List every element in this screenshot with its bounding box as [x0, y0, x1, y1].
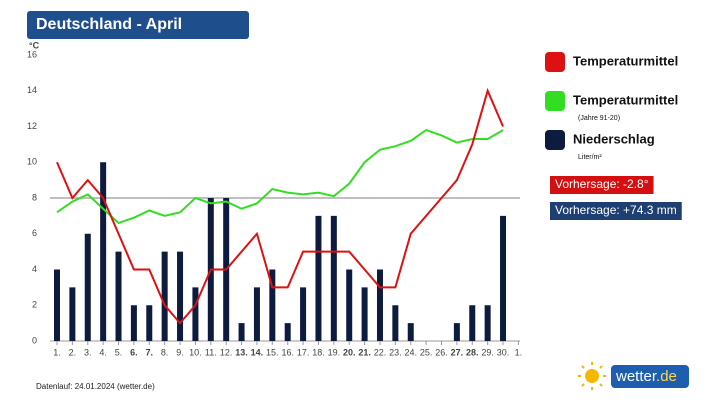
legend-note: Liter/m² [578, 154, 602, 161]
footer: Datenlauf: 24.01.2024 (wetter.de) [36, 382, 155, 391]
x-tick-label: 3. [84, 347, 92, 357]
x-tick-label: 5. [115, 347, 123, 357]
x-tick-label: 1. [515, 347, 523, 357]
y-tick-label: 14 [27, 85, 37, 95]
x-tick-label: 30. [497, 347, 510, 357]
legend-swatch [545, 91, 565, 111]
legend-swatch [545, 130, 565, 150]
bar [146, 305, 153, 341]
x-tick-label: 23. [389, 347, 402, 357]
x-tick-label: 6. [130, 347, 138, 357]
logo-tld: .de [656, 368, 677, 385]
legend-label: Temperaturmittel [573, 53, 678, 68]
x-tick-label: 19. [328, 347, 341, 357]
bar [346, 269, 353, 341]
x-tick-label: 7. [146, 347, 154, 357]
bar [54, 269, 60, 341]
y-axis-label: °C [29, 40, 40, 50]
y-tick-label: 0 [32, 335, 37, 345]
y-tick-label: 2 [32, 300, 37, 310]
logo-name: wetter [615, 368, 657, 385]
bar [69, 287, 76, 341]
legend-swatch [545, 52, 565, 72]
y-tick-label: 12 [27, 121, 37, 131]
x-tick-label: 10. [189, 347, 202, 357]
x-tick-label: 16. [281, 347, 294, 357]
bar [392, 305, 399, 341]
bar [407, 323, 414, 341]
x-tick-label: 18. [312, 347, 325, 357]
bar [361, 287, 368, 341]
x-tick-label: 4. [99, 347, 107, 357]
x-tick-label: 29. [481, 347, 494, 357]
bar [115, 251, 122, 341]
x-tick-label: 17. [297, 347, 310, 357]
x-tick-label: 27. [451, 347, 464, 357]
bar [300, 287, 307, 341]
x-tick-label: 13. [235, 347, 248, 357]
bar [453, 323, 460, 341]
bar [269, 269, 276, 341]
bar [284, 323, 291, 341]
bar [177, 251, 184, 341]
forecast-box [550, 176, 654, 194]
x-tick-label: 14. [251, 347, 264, 357]
bar [376, 269, 383, 341]
bar [238, 323, 245, 341]
x-tick-label: 21. [358, 347, 371, 357]
line [56, 128, 504, 225]
bar [84, 233, 91, 341]
x-tick-label: 12. [220, 347, 233, 357]
legend-label: Niederschlag [573, 131, 655, 146]
x-tick-label: 8. [161, 347, 169, 357]
x-tick-label: 24. [404, 347, 417, 357]
bar [330, 215, 337, 341]
x-tick-label: 9. [176, 347, 184, 357]
bar [500, 215, 507, 341]
forecast-text: Vorhersage: -2.8° [555, 177, 649, 191]
bar [100, 162, 107, 341]
x-tick-label: 20. [343, 347, 356, 357]
x-tick-label: 2. [69, 347, 77, 357]
y-tick-label: 16 [27, 49, 37, 59]
sun [585, 369, 599, 383]
x-tick-label: 15. [266, 347, 279, 357]
bar [130, 305, 137, 341]
x-tick-label: 22. [374, 347, 387, 357]
y-tick-label: 4 [32, 264, 37, 274]
legend-label: Temperaturmittel [573, 92, 678, 107]
bar [469, 305, 476, 341]
forecast-box [550, 202, 682, 220]
y-tick-label: 6 [32, 228, 37, 238]
x-tick-label: 25. [420, 347, 433, 357]
title-box [27, 11, 249, 39]
y-tick-label: 8 [32, 192, 37, 202]
forecast-text: Vorhersage: +74.3 mm [555, 203, 677, 217]
x-tick-label: 26. [435, 347, 448, 357]
legend-note: (Jahre 91-20) [578, 115, 620, 122]
logo-box [611, 365, 689, 388]
logo-text: wetter.de [615, 368, 677, 385]
x-tick-label: 28. [466, 347, 479, 357]
bar [161, 251, 168, 341]
x-tick-label: 11. [205, 347, 217, 357]
bar [253, 287, 260, 341]
bar [315, 215, 322, 341]
logo: wetter.de [578, 362, 689, 390]
x-tick-label: 1. [53, 347, 61, 357]
bar [192, 287, 199, 341]
line [56, 87, 504, 325]
sun-rays [578, 362, 606, 390]
y-tick-label: 10 [27, 157, 37, 167]
bar [484, 305, 491, 341]
chart-title: Deutschland - April [36, 16, 182, 33]
